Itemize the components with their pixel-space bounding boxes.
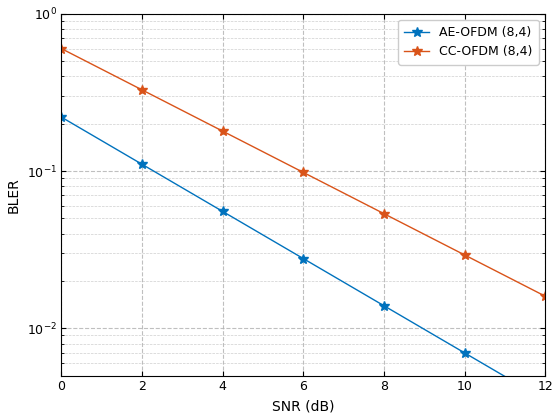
CC-OFDM (8,4) xyxy=(542,294,549,299)
AE-OFDM (8,4) xyxy=(220,209,226,214)
CC-OFDM (8,4) xyxy=(381,211,388,216)
AE-OFDM (8,4) xyxy=(542,397,549,402)
AE-OFDM (8,4) xyxy=(381,303,388,308)
CC-OFDM (8,4) xyxy=(58,46,65,51)
Line: CC-OFDM (8,4): CC-OFDM (8,4) xyxy=(57,44,550,301)
CC-OFDM (8,4) xyxy=(461,252,468,257)
Line: AE-OFDM (8,4): AE-OFDM (8,4) xyxy=(57,112,550,405)
CC-OFDM (8,4) xyxy=(220,129,226,134)
AE-OFDM (8,4) xyxy=(300,256,307,261)
Y-axis label: BLER: BLER xyxy=(7,177,21,213)
AE-OFDM (8,4) xyxy=(58,115,65,120)
AE-OFDM (8,4) xyxy=(461,350,468,355)
Legend: AE-OFDM (8,4), CC-OFDM (8,4): AE-OFDM (8,4), CC-OFDM (8,4) xyxy=(398,20,539,65)
X-axis label: SNR (dB): SNR (dB) xyxy=(272,399,334,413)
CC-OFDM (8,4) xyxy=(300,170,307,175)
CC-OFDM (8,4) xyxy=(139,87,146,92)
AE-OFDM (8,4) xyxy=(139,162,146,167)
